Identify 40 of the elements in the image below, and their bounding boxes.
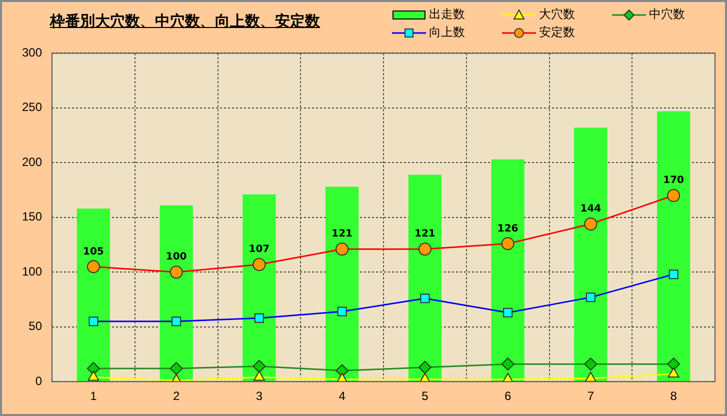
bar bbox=[326, 186, 359, 382]
bar bbox=[160, 205, 193, 382]
x-tick-label: 7 bbox=[587, 389, 594, 404]
bar bbox=[574, 128, 608, 382]
y-tick-label: 50 bbox=[28, 319, 42, 334]
y-tick-label: 300 bbox=[22, 46, 42, 60]
legend-label: 中穴数 bbox=[649, 6, 685, 23]
y-tick-label: 250 bbox=[22, 100, 42, 114]
data-label: 105 bbox=[83, 246, 104, 258]
y-tick-label: 0 bbox=[35, 374, 42, 388]
x-tick-label: 6 bbox=[504, 389, 512, 404]
legend-label: 安定数 bbox=[539, 24, 575, 41]
x-tick-label: 1 bbox=[90, 389, 98, 404]
bar bbox=[76, 208, 110, 382]
data-label: 144 bbox=[580, 204, 602, 215]
bar bbox=[408, 174, 442, 382]
legend-label: 向上数 bbox=[429, 24, 465, 41]
x-tick-label: 3 bbox=[256, 389, 263, 404]
legend-label: 大穴数 bbox=[539, 6, 575, 23]
point bbox=[254, 370, 265, 381]
x-tick-label: 4 bbox=[338, 389, 346, 404]
x-tick-label: 5 bbox=[422, 389, 429, 404]
data-label: 126 bbox=[497, 223, 518, 234]
y-tick-label: 200 bbox=[22, 154, 42, 169]
data-label: 100 bbox=[166, 252, 187, 263]
chart-title: 枠番別大穴数、中穴数、向上数、安定数 bbox=[50, 12, 320, 31]
data-label: 170 bbox=[663, 175, 684, 186]
data-label: 121 bbox=[332, 228, 353, 240]
x-tick-label: 2 bbox=[172, 389, 180, 404]
bar bbox=[656, 111, 690, 382]
x-tick-label: 8 bbox=[670, 389, 678, 404]
point bbox=[88, 370, 100, 381]
bar bbox=[491, 159, 524, 382]
data-label: 121 bbox=[414, 228, 436, 240]
point bbox=[668, 367, 680, 378]
y-tick-label: 150 bbox=[22, 210, 42, 224]
y-tick-label: 100 bbox=[22, 264, 42, 278]
data-label: 107 bbox=[248, 244, 270, 256]
bar bbox=[242, 194, 276, 382]
legend-label: 出走数 bbox=[429, 6, 465, 23]
